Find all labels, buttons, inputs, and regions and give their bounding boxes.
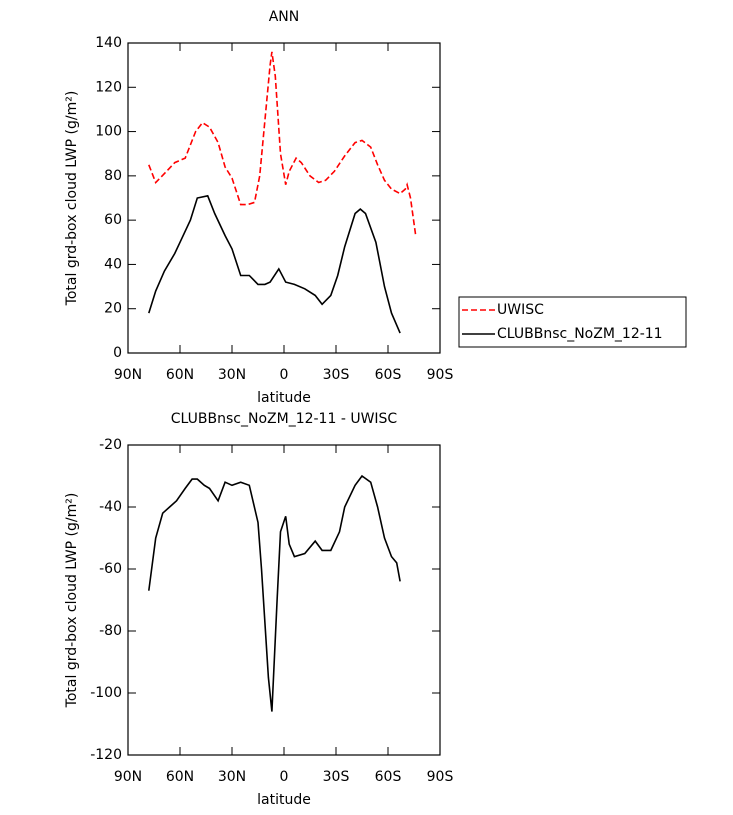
y-tick-label: -80: [99, 623, 122, 639]
x-tick-label: 90N: [114, 367, 142, 383]
x-tick-label: 60N: [166, 367, 194, 383]
y-tick-label: 40: [104, 256, 122, 272]
y-tick-label: 20: [104, 301, 122, 317]
y-tick-label: 60: [104, 212, 122, 228]
x-tick-label: 30S: [323, 769, 350, 785]
y-tick-label: 140: [95, 35, 122, 51]
plot-frame: [127, 444, 441, 756]
x-tick-label: 30N: [218, 367, 246, 383]
x-axis-label: latitude: [257, 792, 311, 808]
data-line: [148, 51, 417, 236]
y-tick-label: -60: [99, 561, 122, 577]
data-line: [148, 194, 401, 334]
y-tick-label: -40: [99, 499, 122, 515]
x-tick-label: 60S: [375, 367, 402, 383]
plot-frame: [127, 42, 441, 354]
x-tick-label: 90S: [427, 367, 454, 383]
x-tick-label: 0: [280, 769, 289, 785]
x-tick-label: 60S: [375, 769, 402, 785]
x-tick-label: 60N: [166, 769, 194, 785]
x-tick-label: 90S: [427, 769, 454, 785]
y-tick-label: -20: [99, 437, 122, 453]
y-tick-label: -100: [90, 685, 122, 701]
y-axis-label: Total grd-box cloud LWP (g/m²): [64, 91, 80, 307]
y-tick-label: 120: [95, 79, 122, 95]
x-tick-label: 0: [280, 367, 289, 383]
x-tick-label: 90N: [114, 769, 142, 785]
x-tick-label: 30N: [218, 769, 246, 785]
chart-title: ANN: [269, 9, 300, 25]
legend-label: UWISC: [497, 302, 544, 318]
x-axis-label: latitude: [257, 390, 311, 406]
y-tick-label: -120: [90, 747, 122, 763]
legend-label: CLUBBnsc_NoZM_12-11: [497, 326, 663, 342]
chart-title: CLUBBnsc_NoZM_12-11 - UWISC: [171, 411, 398, 427]
data-line: [148, 474, 401, 712]
legend-box: [458, 296, 687, 348]
y-tick-label: 80: [104, 168, 122, 184]
y-axis-label: Total grd-box cloud LWP (g/m²): [64, 493, 80, 709]
x-tick-label: 30S: [323, 367, 350, 383]
y-tick-label: 100: [95, 124, 122, 140]
y-tick-label: 0: [113, 345, 122, 361]
